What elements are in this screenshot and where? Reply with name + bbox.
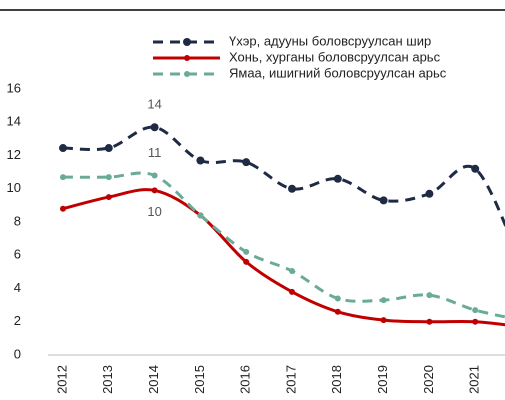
point: [334, 295, 341, 302]
y-tick-label: 6: [14, 247, 21, 262]
point: [60, 174, 66, 181]
x-tick-label: 2012: [54, 365, 69, 394]
point: [150, 123, 159, 132]
point: [379, 196, 388, 205]
value-label: 11: [148, 145, 162, 160]
point: [60, 205, 66, 212]
y-tick-label: 10: [7, 180, 21, 195]
x-tick-label: 2017: [283, 365, 298, 394]
y-tick-label: 0: [14, 346, 21, 361]
legend-label: Үхэр, адууны боловсруулсан шир: [229, 33, 431, 48]
value-label: 10: [147, 204, 161, 219]
y-tick-label: 2: [14, 313, 21, 328]
y-tick-label: 14: [7, 114, 21, 129]
x-tick-label: 2018: [329, 365, 344, 394]
legend-label: Ямаа, ишигний боловсруулсан арьс: [229, 65, 447, 80]
point: [472, 318, 479, 325]
y-tick-label: 16: [7, 80, 21, 95]
point: [425, 189, 434, 198]
point: [242, 158, 251, 167]
y-tick-label: 8: [14, 213, 21, 228]
point: [151, 187, 158, 194]
point: [151, 172, 158, 179]
x-tick-label: 2016: [238, 365, 253, 394]
legend-marker: [184, 71, 190, 77]
x-tick-label: 2021: [467, 365, 482, 394]
point: [288, 184, 296, 193]
y-tick-label: 4: [14, 280, 21, 295]
point: [105, 194, 112, 201]
point: [105, 174, 112, 181]
point: [426, 318, 433, 325]
point: [380, 297, 387, 304]
point: [104, 144, 113, 153]
point: [472, 307, 479, 314]
legend-label: Хонь, хурганы боловсруулсан арьс: [229, 49, 441, 64]
point: [59, 144, 67, 153]
legend-marker: [184, 55, 190, 61]
point: [471, 164, 480, 173]
point: [289, 268, 295, 275]
point: [197, 212, 204, 219]
point: [380, 317, 387, 324]
series-line: [62, 171, 505, 319]
y-tick-label: 12: [7, 147, 21, 162]
x-tick-label: 2020: [421, 365, 436, 394]
legend-marker: [183, 38, 191, 46]
point: [334, 308, 341, 315]
point: [426, 292, 433, 299]
point: [243, 248, 250, 255]
x-tick-label: 2014: [146, 365, 161, 394]
point: [333, 174, 342, 183]
point: [289, 288, 295, 295]
x-tick-label: 2013: [100, 365, 115, 394]
point: [196, 156, 205, 165]
value-label: 14: [147, 97, 161, 112]
x-tick-label: 2015: [192, 365, 207, 394]
series-line: [62, 188, 505, 327]
series-line: [62, 125, 505, 229]
point: [243, 258, 250, 265]
x-tick-label: 2019: [375, 365, 390, 394]
